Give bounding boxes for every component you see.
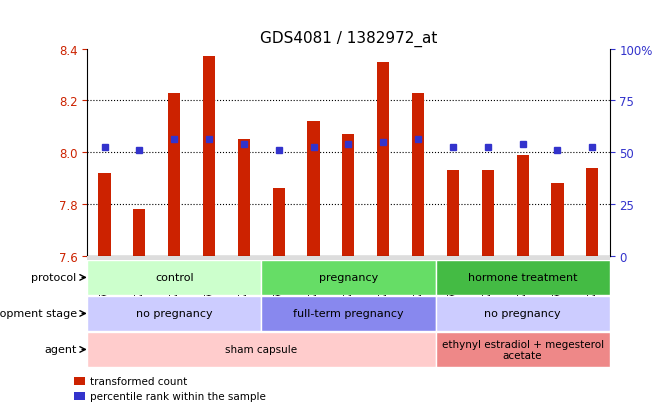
Text: hormone treatment: hormone treatment: [468, 273, 578, 283]
Bar: [238, 140, 250, 256]
Bar: [482, 171, 494, 256]
Text: sham capsule: sham capsule: [225, 344, 297, 355]
Bar: [87, 260, 261, 295]
Text: control: control: [155, 273, 194, 283]
Bar: [412, 93, 424, 256]
Bar: [74, 392, 86, 400]
Bar: [436, 296, 610, 331]
Bar: [517, 155, 529, 256]
Bar: [273, 189, 285, 256]
Text: agent: agent: [44, 344, 76, 355]
Bar: [261, 260, 436, 295]
Text: ethynyl estradiol + megesterol
acetate: ethynyl estradiol + megesterol acetate: [442, 339, 604, 361]
Bar: [436, 332, 610, 367]
Text: development stage: development stage: [0, 309, 76, 319]
Bar: [87, 296, 261, 331]
Bar: [168, 93, 180, 256]
Text: protocol: protocol: [31, 273, 76, 283]
Bar: [87, 332, 436, 367]
Bar: [436, 260, 610, 295]
Bar: [308, 122, 320, 256]
Bar: [74, 377, 86, 385]
Bar: [342, 135, 354, 256]
Bar: [261, 296, 436, 331]
Bar: [377, 62, 389, 256]
Text: no pregnancy: no pregnancy: [136, 309, 212, 319]
Bar: [447, 171, 459, 256]
Text: percentile rank within the sample: percentile rank within the sample: [90, 391, 266, 401]
Bar: [551, 184, 563, 256]
Text: no pregnancy: no pregnancy: [484, 309, 561, 319]
Bar: [203, 57, 215, 256]
Bar: [98, 173, 111, 256]
Bar: [133, 209, 145, 256]
Text: full-term pregnancy: full-term pregnancy: [293, 309, 404, 319]
Text: pregnancy: pregnancy: [319, 273, 378, 283]
Bar: [586, 168, 598, 256]
Title: GDS4081 / 1382972_at: GDS4081 / 1382972_at: [260, 31, 437, 47]
Text: transformed count: transformed count: [90, 377, 188, 387]
